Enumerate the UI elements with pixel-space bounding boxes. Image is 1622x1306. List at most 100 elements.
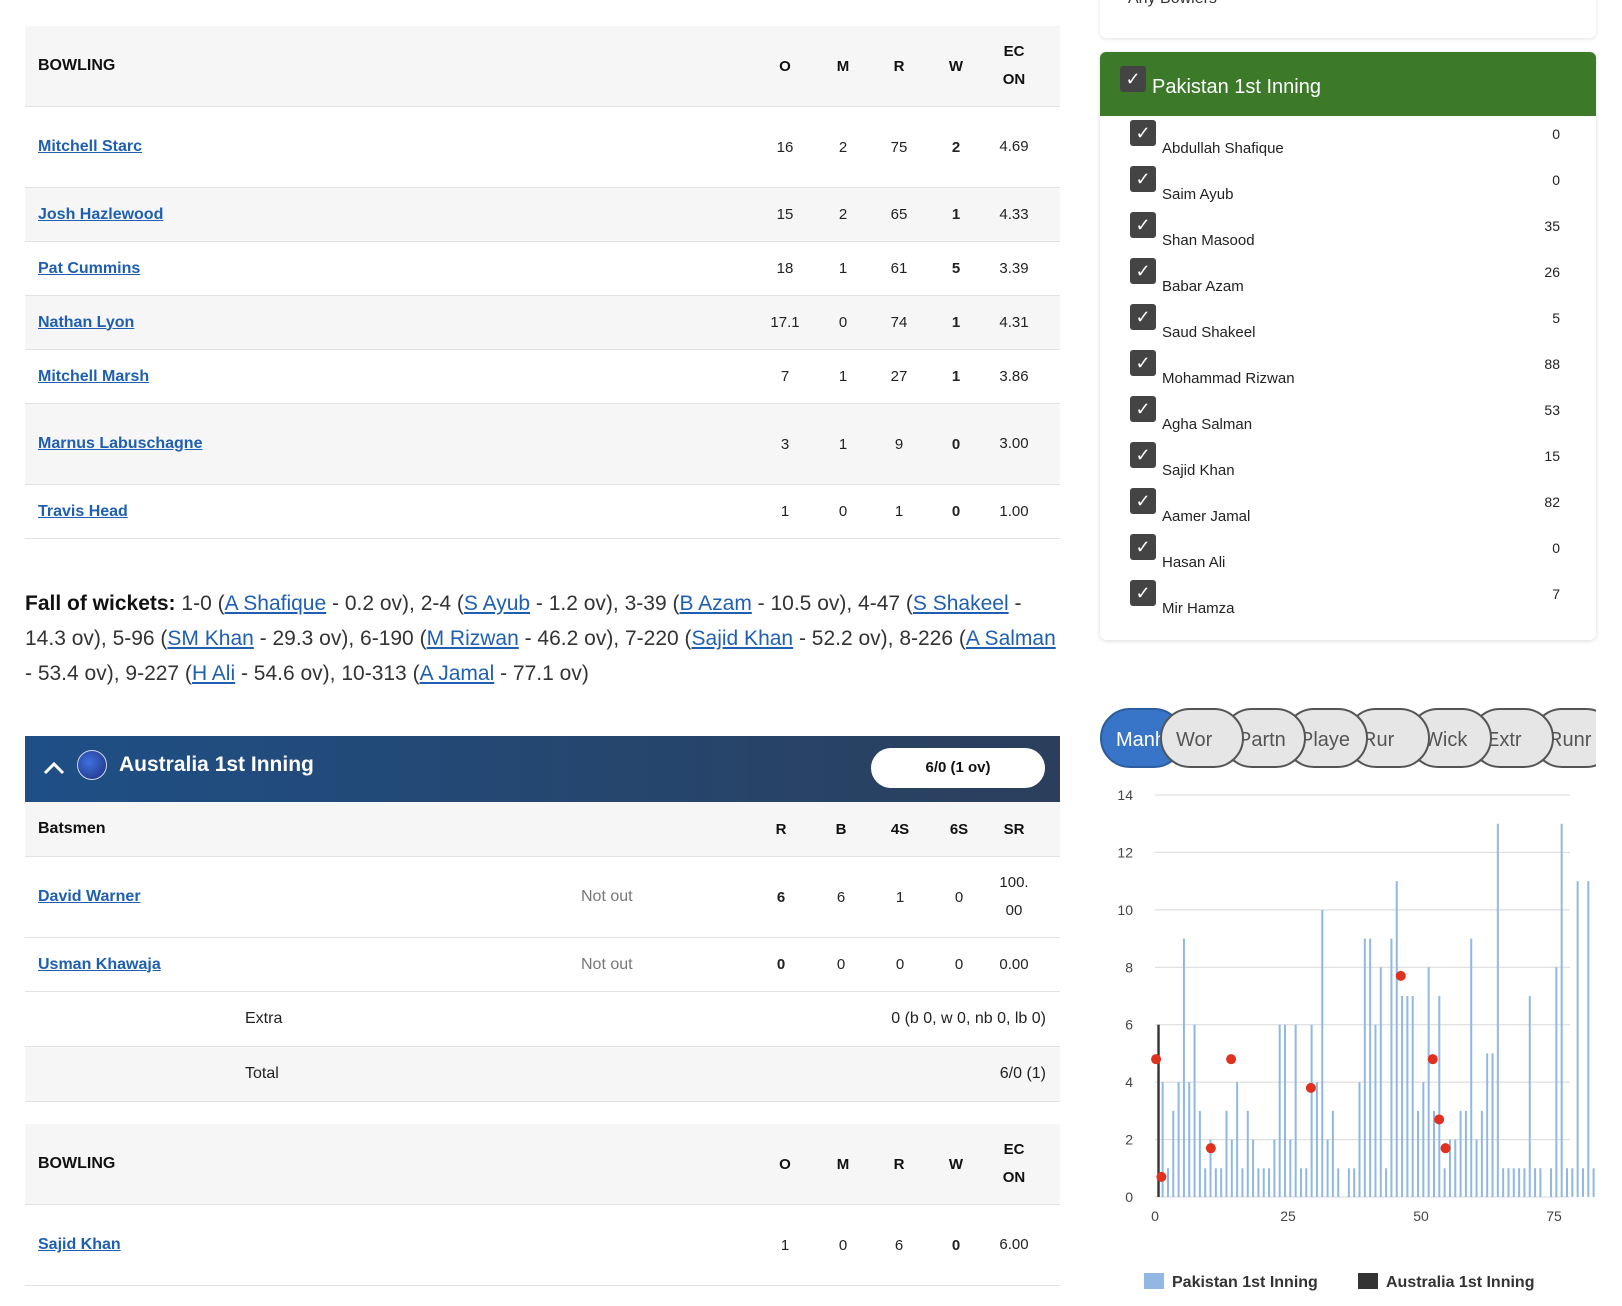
bowler-filter-select[interactable]: Any Bowlers <box>1100 0 1596 38</box>
header-economy: EC ON <box>1002 1141 1026 1186</box>
y-tick-label: 6 <box>1125 1017 1133 1033</box>
pakistan-over-bar <box>1299 1168 1302 1197</box>
innings-title: Australia 1st Inning <box>119 753 314 776</box>
legend-item-pakistan[interactable]: Pakistan 1st Inning <box>1144 1273 1318 1292</box>
chevron-up-icon[interactable] <box>43 755 65 781</box>
wicket-marker <box>1226 1054 1237 1065</box>
innings-score-badge: 6/0 (1 ov) <box>871 748 1045 788</box>
bowler-name-link[interactable]: Pat Cummins <box>38 259 141 277</box>
player-filter-item[interactable]: ✓ Babar Azam 26 <box>1100 254 1596 300</box>
player-checkbox[interactable]: ✓ <box>1130 396 1156 422</box>
fow-score: 4-47 ( <box>858 592 913 615</box>
header-wickets: W <box>948 57 964 75</box>
pakistan-over-bar <box>1576 881 1579 1197</box>
bowler-overs: 16 <box>776 138 794 156</box>
bowler-wickets: 5 <box>951 260 961 277</box>
player-filter-item[interactable]: ✓ Mir Hamza 7 <box>1100 576 1596 622</box>
panel-title: Pakistan 1st Inning <box>1152 76 1321 98</box>
player-filter-item[interactable]: ✓ Agha Salman 53 <box>1100 392 1596 438</box>
pakistan-over-bar <box>1528 996 1531 1197</box>
bowler-name-link[interactable]: Travis Head <box>38 502 128 520</box>
legend-item-australia[interactable]: Australia 1st Inning <box>1358 1273 1534 1292</box>
fow-player-link[interactable]: M Rizwan <box>426 627 519 650</box>
fow-player-link[interactable]: A Shafique <box>224 592 327 615</box>
innings-checkbox[interactable]: ✓ <box>1120 66 1146 92</box>
player-name: Saud Shakeel <box>1162 324 1256 341</box>
player-filter-item[interactable]: ✓ Mohammad Rizwan 88 <box>1100 346 1596 392</box>
pakistan-over-bar <box>1284 1024 1287 1197</box>
pakistan-over-bar <box>1337 1168 1340 1197</box>
player-filter-item[interactable]: ✓ Saim Ayub 0 <box>1100 162 1596 208</box>
y-tick-label: 14 <box>1117 787 1133 803</box>
pakistan-over-bar <box>1432 1110 1435 1197</box>
pakistan-over-bar <box>1193 1024 1196 1197</box>
extras-value: 0 (b 0, w 0, nb 0, lb 0) <box>891 1010 1046 1027</box>
pakistan-over-bar <box>1273 1139 1276 1197</box>
player-checkbox[interactable]: ✓ <box>1130 534 1156 560</box>
legend-label-pakistan: Pakistan 1st Inning <box>1172 1274 1318 1291</box>
bowler-row: Sajid Khan 1 0 6 0 6.00 <box>25 1205 1060 1286</box>
fow-player-link[interactable]: SM Khan <box>167 627 254 650</box>
batsman-name-link[interactable]: Usman Khawaja <box>38 955 161 973</box>
player-filter-item[interactable]: ✓ Aamer Jamal 82 <box>1100 484 1596 530</box>
fow-player-link[interactable]: A Salman <box>965 627 1056 650</box>
header-overs: O <box>779 57 791 75</box>
player-checkbox[interactable]: ✓ <box>1130 258 1156 284</box>
australia-over-bar <box>1157 1024 1160 1197</box>
player-checkbox[interactable]: ✓ <box>1130 166 1156 192</box>
bowler-runs: 27 <box>890 368 908 385</box>
batsman-name-link[interactable]: David Warner <box>38 888 141 905</box>
pakistan-over-bar <box>1459 1110 1462 1197</box>
bowler-name-link[interactable]: Mitchell Marsh <box>38 367 150 385</box>
player-checkbox[interactable]: ✓ <box>1130 350 1156 376</box>
player-checkbox[interactable]: ✓ <box>1130 304 1156 330</box>
bowler-overs: 7 <box>780 368 790 385</box>
bowler-runs: 74 <box>890 314 908 331</box>
pakistan-over-bar <box>1571 1168 1574 1197</box>
bowler-name-link[interactable]: Mitchell Starc <box>38 138 143 155</box>
bowler-name-link[interactable]: Sajid Khan <box>38 1236 121 1253</box>
bowler-name-link[interactable]: Josh Hazlewood <box>38 205 164 223</box>
x-tick-label: 0 <box>1151 1208 1159 1224</box>
pakistan-over-bar <box>1252 1139 1255 1197</box>
bowler-overs: 15 <box>776 206 794 223</box>
x-tick-label: 50 <box>1413 1208 1429 1224</box>
fow-over: - 46.2 ov), <box>518 627 625 650</box>
bowler-name-link[interactable]: Nathan Lyon <box>38 313 135 331</box>
pakistan-over-bar <box>1475 1139 1478 1197</box>
player-filter-item[interactable]: ✓ Hasan Ali 0 <box>1100 530 1596 576</box>
pakistan-over-bar <box>1257 1168 1260 1197</box>
pakistan-over-bar <box>1379 967 1382 1197</box>
fow-player-link[interactable]: H Ali <box>191 662 236 685</box>
player-checkbox[interactable]: ✓ <box>1130 442 1156 468</box>
bowler-overs: 3 <box>780 435 790 453</box>
pakistan-over-bar <box>1268 1168 1271 1197</box>
player-filter-item[interactable]: ✓ Saud Shakeel 5 <box>1100 300 1596 346</box>
fow-player-link[interactable]: S Shakeel <box>912 592 1009 615</box>
header-economy: EC ON <box>1002 43 1026 88</box>
player-checkbox[interactable]: ✓ <box>1130 488 1156 514</box>
player-filter-item[interactable]: ✓ Sajid Khan 15 <box>1100 438 1596 484</box>
player-filter-item[interactable]: ✓ Shan Masood 35 <box>1100 208 1596 254</box>
bowler-runs: 1 <box>894 503 904 520</box>
fow-player-link[interactable]: A Jamal <box>419 662 495 685</box>
fow-over: - 14.3 ov), <box>25 592 1022 650</box>
player-checkbox[interactable]: ✓ <box>1130 212 1156 238</box>
pakistan-over-bar <box>1427 967 1430 1197</box>
bowling-header-label: BOWLING <box>38 57 116 74</box>
pakistan-over-bar <box>1523 1168 1526 1197</box>
fow-player-link[interactable]: B Azam <box>679 592 752 615</box>
player-name: Shan Masood <box>1162 232 1255 249</box>
bowler-name-link[interactable]: Marnus Labuschagne <box>38 435 203 452</box>
fow-player-link[interactable]: S Ayub <box>463 592 531 615</box>
innings-header-australia[interactable]: Australia 1st Inning 6/0 (1 ov) <box>25 736 1060 802</box>
bowler-maidens: 1 <box>838 435 848 453</box>
player-checkbox[interactable]: ✓ <box>1130 120 1156 146</box>
player-filter-item[interactable]: ✓ Abdullah Shafique 0 <box>1100 116 1596 162</box>
fow-player-link[interactable]: Sajid Khan <box>691 627 794 650</box>
fow-over: - 0.2 ov), <box>326 592 421 615</box>
chart-tab[interactable]: Wor <box>1160 708 1244 768</box>
fow-score: 6-190 ( <box>360 627 427 650</box>
batsman-row: David Warner Not out 6 6 1 0 100.00 <box>25 857 1060 938</box>
player-checkbox[interactable]: ✓ <box>1130 580 1156 606</box>
